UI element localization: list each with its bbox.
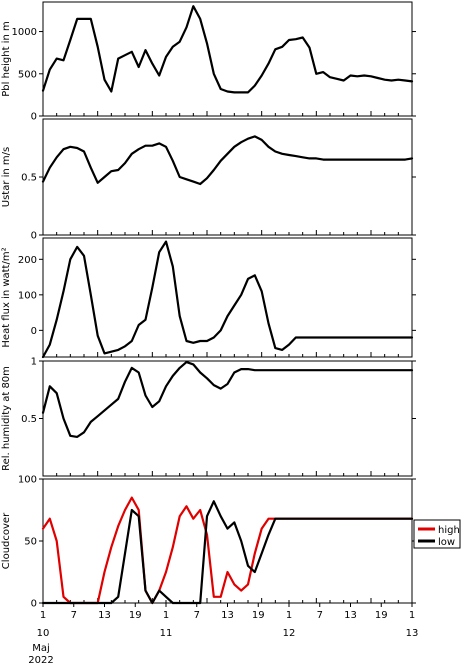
y-tick-label: 0.5 <box>21 414 37 425</box>
x-day-label: 13 <box>406 628 419 639</box>
x-tick-label: 13 <box>98 610 111 621</box>
y-tick-label: 0 <box>31 112 37 123</box>
y-axis-label: Pbl height in m <box>1 21 12 96</box>
x-day-label: 10 <box>37 628 50 639</box>
legend: high low <box>413 519 461 549</box>
legend-low-label: low <box>438 537 455 548</box>
y-tick-label: 1 <box>31 357 37 368</box>
y-tick-label: 50 <box>24 537 37 548</box>
x-day-label: 11 <box>160 628 173 639</box>
series-line-low <box>41 500 414 605</box>
series-line-high <box>41 496 414 605</box>
x-tick-label: 7 <box>317 610 323 621</box>
y-axis-label: Rel. humidity at 80m <box>1 366 12 471</box>
panel-2: 0 0.5 Ustar in m/s <box>1 118 416 242</box>
y-tick-label: 1000 <box>12 27 37 38</box>
x-tick-label: 13 <box>344 610 357 621</box>
x-tick-label: 7 <box>71 610 77 621</box>
y-tick-label: 500 <box>18 69 37 80</box>
x-tick-label: 19 <box>129 610 142 621</box>
y-tick-label: 0 <box>31 599 37 610</box>
y-tick-label: 0.5 <box>21 173 37 184</box>
y-tick-label: 200 <box>18 255 37 266</box>
y-tick-label: 0 <box>31 231 37 242</box>
y-tick-label: 0 <box>31 326 37 337</box>
x-tick-label: 1 <box>40 610 46 621</box>
plot-frame <box>42 118 413 236</box>
x-month-label: Maj <box>32 643 50 654</box>
y-axis-label: Heat flux in watt/m² <box>1 247 12 347</box>
x-tick-label: 19 <box>252 610 265 621</box>
legend-box <box>413 519 461 549</box>
x-tick-label: 1 <box>163 610 169 621</box>
x-tick-label: 1 <box>286 610 292 621</box>
x-day-label: 12 <box>283 628 296 639</box>
plot-frame <box>42 237 413 358</box>
y-tick-label: 100 <box>18 475 37 486</box>
series-line-p3-1 <box>41 240 414 359</box>
x-tick-label: 7 <box>194 610 200 621</box>
plot-frame <box>42 360 413 477</box>
plot-frame <box>42 478 413 604</box>
x-tick-label: 13 <box>221 610 234 621</box>
x-year-label: 2022 <box>28 655 53 664</box>
legend-high-label: high <box>438 525 460 536</box>
x-tick-label: 19 <box>375 610 388 621</box>
panel-4: 0.5 1 Rel. humidity at 80m <box>1 357 416 477</box>
y-axis-label: Cloudcover <box>1 512 12 569</box>
panel-5: 0 50 100 Cloudcover <box>1 475 416 610</box>
panel-3: 0 100 200 Heat flux in watt/m² <box>1 237 416 359</box>
y-tick-label: 100 <box>18 290 37 301</box>
series-line-p2-1 <box>41 135 414 186</box>
plot-frame <box>42 1 413 117</box>
x-tick-label: 1 <box>409 610 415 621</box>
series-line-p4-1 <box>41 361 414 438</box>
y-axis-label: Ustar in m/s <box>1 147 12 207</box>
series-line-p1-1 <box>41 5 414 94</box>
